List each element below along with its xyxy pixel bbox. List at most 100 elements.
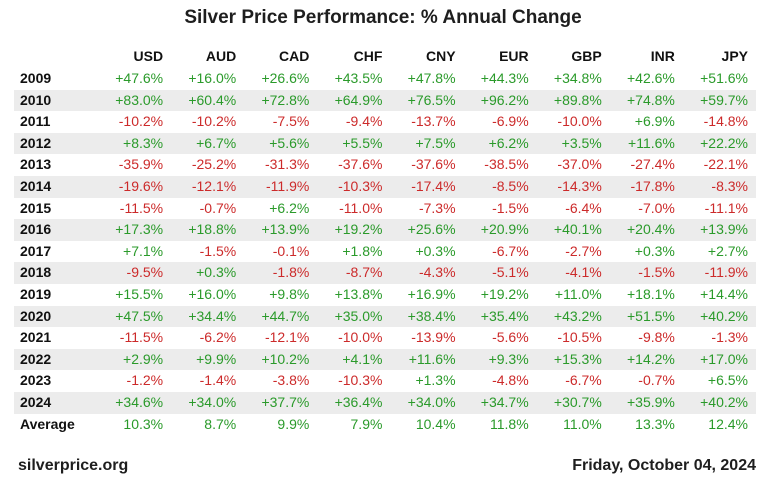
table-row: 2024 +34.6% +34.0% +37.7% +36.4% +34.0% +34.7%… bbox=[14, 391, 756, 414]
row-label: 2009 bbox=[20, 70, 52, 86]
value-cell: -6.9% bbox=[492, 113, 529, 130]
value-cell: +43.5% bbox=[334, 70, 383, 86]
row-label: 2023 bbox=[20, 372, 52, 389]
value-cell: -7.5% bbox=[272, 113, 310, 130]
value-cell: -11.1% bbox=[704, 199, 748, 216]
table-row: 2013 -35.9% -25.2% -31.3% -37.6% -37.6% -38.5%… bbox=[14, 154, 756, 176]
value-cell: -35.9% bbox=[118, 156, 164, 173]
value-cell: -0.7% bbox=[199, 199, 237, 216]
value-cell: +14.4% bbox=[700, 285, 748, 302]
value-cell: +26.6% bbox=[261, 70, 310, 86]
table-body: 2009 +47.6% +16.0% +26.6% +43.5% +47.8% +44.3%… bbox=[14, 68, 756, 435]
value-cell: -6.7% bbox=[565, 372, 602, 389]
value-cell: +1.3% bbox=[415, 372, 456, 389]
value-cell: +40.2% bbox=[682, 305, 756, 328]
value-cell: +64.9% bbox=[317, 89, 391, 112]
value-cell: -10.5% bbox=[557, 329, 602, 346]
value-cell: 11.0% bbox=[563, 415, 602, 432]
value-cell: +13.8% bbox=[334, 285, 383, 302]
value-cell: +9.8% bbox=[269, 285, 310, 302]
value-cell: -11.9% bbox=[682, 262, 756, 284]
value-cell: -8.3% bbox=[682, 175, 756, 198]
row-label: 2015 bbox=[20, 199, 52, 216]
value-cell: +34.8% bbox=[553, 70, 602, 86]
value-cell: -6.4% bbox=[565, 199, 602, 216]
value-cell: 9.9% bbox=[277, 415, 310, 432]
source-label: silverprice.org bbox=[18, 457, 129, 474]
value-cell: +11.0% bbox=[554, 285, 602, 302]
value-cell: -17.8% bbox=[609, 175, 683, 198]
value-cell: -1.5% bbox=[492, 199, 529, 216]
value-cell: +10.2% bbox=[244, 348, 318, 371]
value-cell: +20.4% bbox=[609, 219, 683, 241]
value-cell: +9.3% bbox=[463, 348, 537, 371]
value-cell: +20.9% bbox=[463, 219, 537, 241]
row-label: 2013 bbox=[20, 156, 52, 173]
value-cell: -10.2% bbox=[191, 113, 237, 130]
value-cell: +35.9% bbox=[609, 391, 683, 414]
value-cell: -10.2% bbox=[118, 113, 164, 130]
value-cell: +5.5% bbox=[317, 132, 391, 155]
table-row: 2021 -11.5% -6.2% -12.1% -10.0% -13.9% -5.6% -1… bbox=[14, 327, 756, 349]
table-row: 2020 +47.5% +34.4% +44.7% +35.0% +38.4% +35.4%… bbox=[14, 305, 756, 328]
value-cell: +19.2% bbox=[480, 285, 529, 302]
value-cell: +40.1% bbox=[536, 219, 610, 241]
row-label: 2016 bbox=[14, 219, 98, 241]
value-cell: +43.2% bbox=[536, 305, 610, 328]
value-cell: -1.4% bbox=[199, 372, 237, 389]
value-cell: +72.8% bbox=[244, 89, 318, 112]
value-cell: -7.0% bbox=[638, 199, 675, 216]
value-cell: +47.5% bbox=[98, 305, 172, 328]
value-cell: +16.9% bbox=[407, 285, 456, 302]
value-cell: -7.3% bbox=[418, 199, 456, 216]
value-cell: -37.6% bbox=[338, 156, 383, 173]
value-cell: +7.5% bbox=[390, 132, 464, 155]
table-row: 2009 +47.6% +16.0% +26.6% +43.5% +47.8% +44.3%… bbox=[14, 68, 756, 90]
value-cell: +17.3% bbox=[98, 219, 172, 241]
column-header-usd: USD bbox=[133, 48, 164, 64]
value-cell: +15.5% bbox=[115, 285, 164, 302]
value-cell: +60.4% bbox=[171, 89, 245, 112]
value-cell: +42.6% bbox=[627, 70, 675, 86]
value-cell: +16.0% bbox=[188, 70, 237, 86]
value-cell: +40.2% bbox=[682, 391, 756, 414]
value-cell: +17.0% bbox=[682, 348, 756, 371]
row-label: 2024 bbox=[14, 391, 98, 414]
value-cell: +13.9% bbox=[682, 219, 756, 241]
value-cell: +44.7% bbox=[244, 305, 318, 328]
value-cell: -14.3% bbox=[536, 175, 610, 198]
value-cell: +6.2% bbox=[269, 199, 310, 216]
table-row: 2018 -9.5% +0.3% -1.8% -8.7% -4.3% -5.1% -4.1% -… bbox=[14, 262, 756, 284]
value-cell: -25.2% bbox=[191, 156, 237, 173]
value-cell: +8.3% bbox=[98, 132, 172, 155]
value-cell: +74.8% bbox=[609, 89, 683, 112]
value-cell: -14.8% bbox=[703, 113, 748, 130]
value-cell: -22.1% bbox=[703, 156, 748, 173]
value-cell: +6.9% bbox=[634, 113, 675, 130]
header-row: USD AUD CAD CHF CNY EUR GBP INR JPY bbox=[14, 44, 756, 68]
value-cell: -11.5% bbox=[119, 329, 164, 346]
value-cell: +44.3% bbox=[480, 70, 529, 86]
value-cell: -10.0% bbox=[557, 113, 602, 130]
value-cell: 11.8% bbox=[489, 415, 529, 432]
value-cell: -10.3% bbox=[338, 372, 383, 389]
value-cell: -13.9% bbox=[411, 329, 456, 346]
value-cell: +22.2% bbox=[682, 132, 756, 155]
value-cell: +30.7% bbox=[536, 391, 610, 414]
value-cell: 10.3% bbox=[123, 415, 164, 432]
row-label: 2019 bbox=[20, 285, 52, 302]
value-cell: 10.4% bbox=[415, 415, 456, 432]
row-label: Average bbox=[20, 415, 75, 432]
row-label: 2012 bbox=[14, 132, 98, 155]
value-cell: -19.6% bbox=[98, 175, 172, 198]
value-cell: +47.6% bbox=[115, 70, 164, 86]
value-cell: -5.1% bbox=[463, 262, 537, 284]
value-cell: +76.5% bbox=[390, 89, 464, 112]
value-cell: +36.4% bbox=[317, 391, 391, 414]
value-cell: -1.8% bbox=[244, 262, 318, 284]
value-cell: -12.1% bbox=[264, 329, 310, 346]
table-row: 2022 +2.9% +9.9% +10.2% +4.1% +11.6% +9.3% +15.… bbox=[14, 348, 756, 371]
value-cell: -9.8% bbox=[638, 329, 675, 346]
value-cell: -27.4% bbox=[630, 156, 675, 173]
value-cell: +2.9% bbox=[98, 348, 172, 371]
